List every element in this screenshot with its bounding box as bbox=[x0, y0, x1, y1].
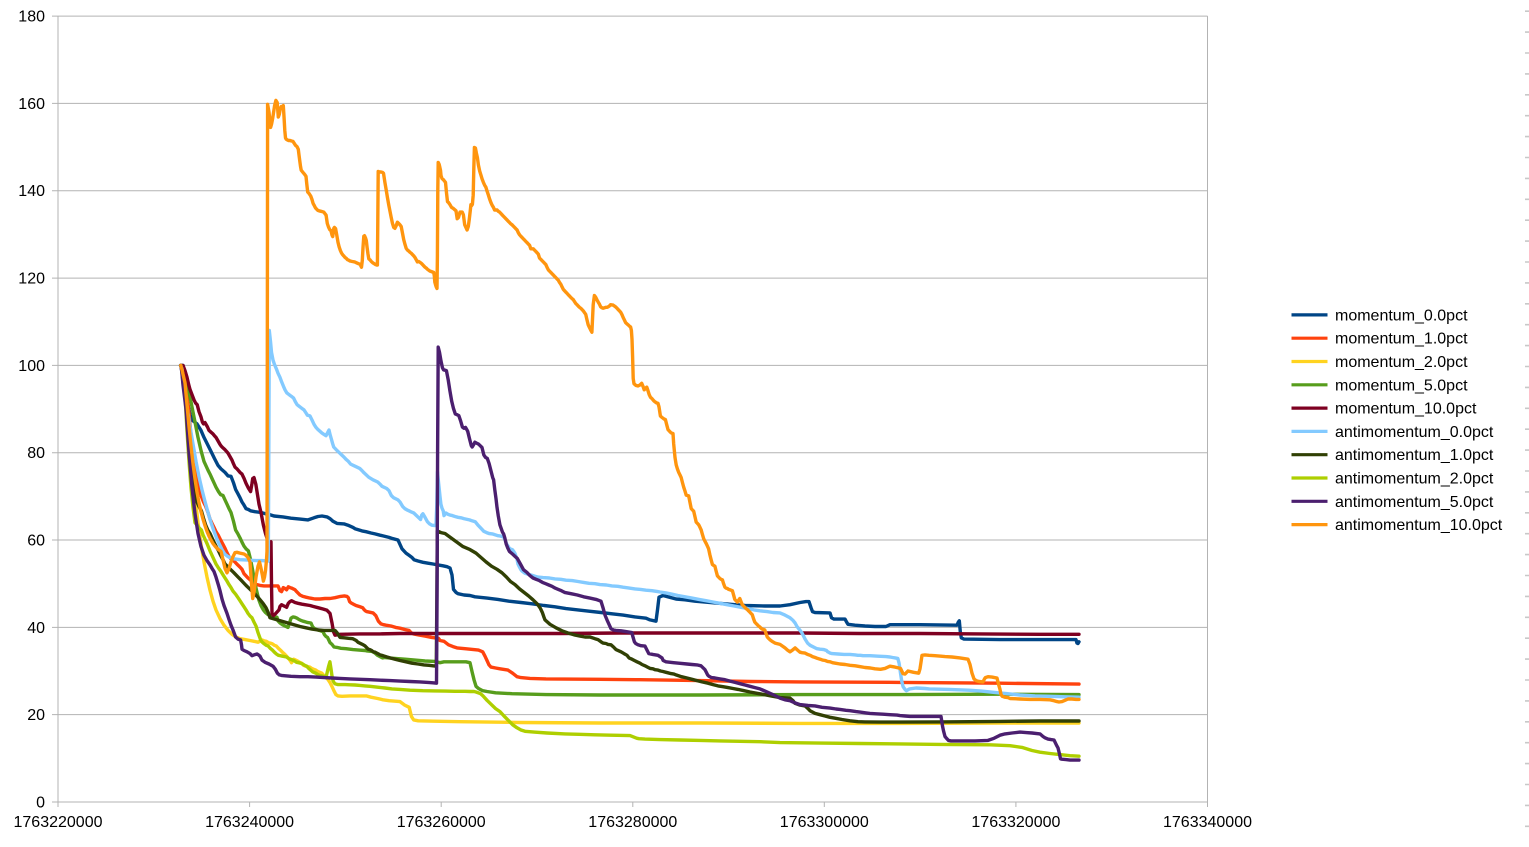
svg-text:80: 80 bbox=[27, 445, 45, 462]
svg-text:1763320000: 1763320000 bbox=[971, 814, 1060, 831]
svg-text:antimomentum_2.0pct: antimomentum_2.0pct bbox=[1335, 471, 1494, 488]
svg-text:120: 120 bbox=[18, 271, 45, 288]
svg-text:antimomentum_1.0pct: antimomentum_1.0pct bbox=[1335, 447, 1494, 464]
svg-text:1763340000: 1763340000 bbox=[1163, 814, 1252, 831]
svg-text:60: 60 bbox=[27, 533, 45, 550]
svg-text:momentum_1.0pct: momentum_1.0pct bbox=[1335, 331, 1468, 348]
svg-text:40: 40 bbox=[27, 620, 45, 637]
svg-text:antimomentum_10.0pct: antimomentum_10.0pct bbox=[1335, 517, 1503, 534]
svg-text:1763280000: 1763280000 bbox=[588, 814, 677, 831]
svg-text:1763220000: 1763220000 bbox=[14, 814, 103, 831]
svg-text:0: 0 bbox=[36, 795, 45, 812]
svg-text:momentum_10.0pct: momentum_10.0pct bbox=[1335, 401, 1477, 418]
svg-text:antimomentum_0.0pct: antimomentum_0.0pct bbox=[1335, 424, 1494, 441]
svg-text:100: 100 bbox=[18, 358, 45, 375]
svg-text:20: 20 bbox=[27, 707, 45, 724]
svg-text:momentum_0.0pct: momentum_0.0pct bbox=[1335, 307, 1468, 324]
svg-text:160: 160 bbox=[18, 96, 45, 113]
svg-text:140: 140 bbox=[18, 183, 45, 200]
svg-text:1763260000: 1763260000 bbox=[397, 814, 486, 831]
svg-text:momentum_2.0pct: momentum_2.0pct bbox=[1335, 354, 1468, 371]
svg-text:1763300000: 1763300000 bbox=[780, 814, 869, 831]
svg-text:momentum_5.0pct: momentum_5.0pct bbox=[1335, 377, 1468, 394]
svg-text:antimomentum_5.0pct: antimomentum_5.0pct bbox=[1335, 494, 1494, 511]
svg-text:1763240000: 1763240000 bbox=[205, 814, 294, 831]
svg-text:180: 180 bbox=[18, 9, 45, 26]
